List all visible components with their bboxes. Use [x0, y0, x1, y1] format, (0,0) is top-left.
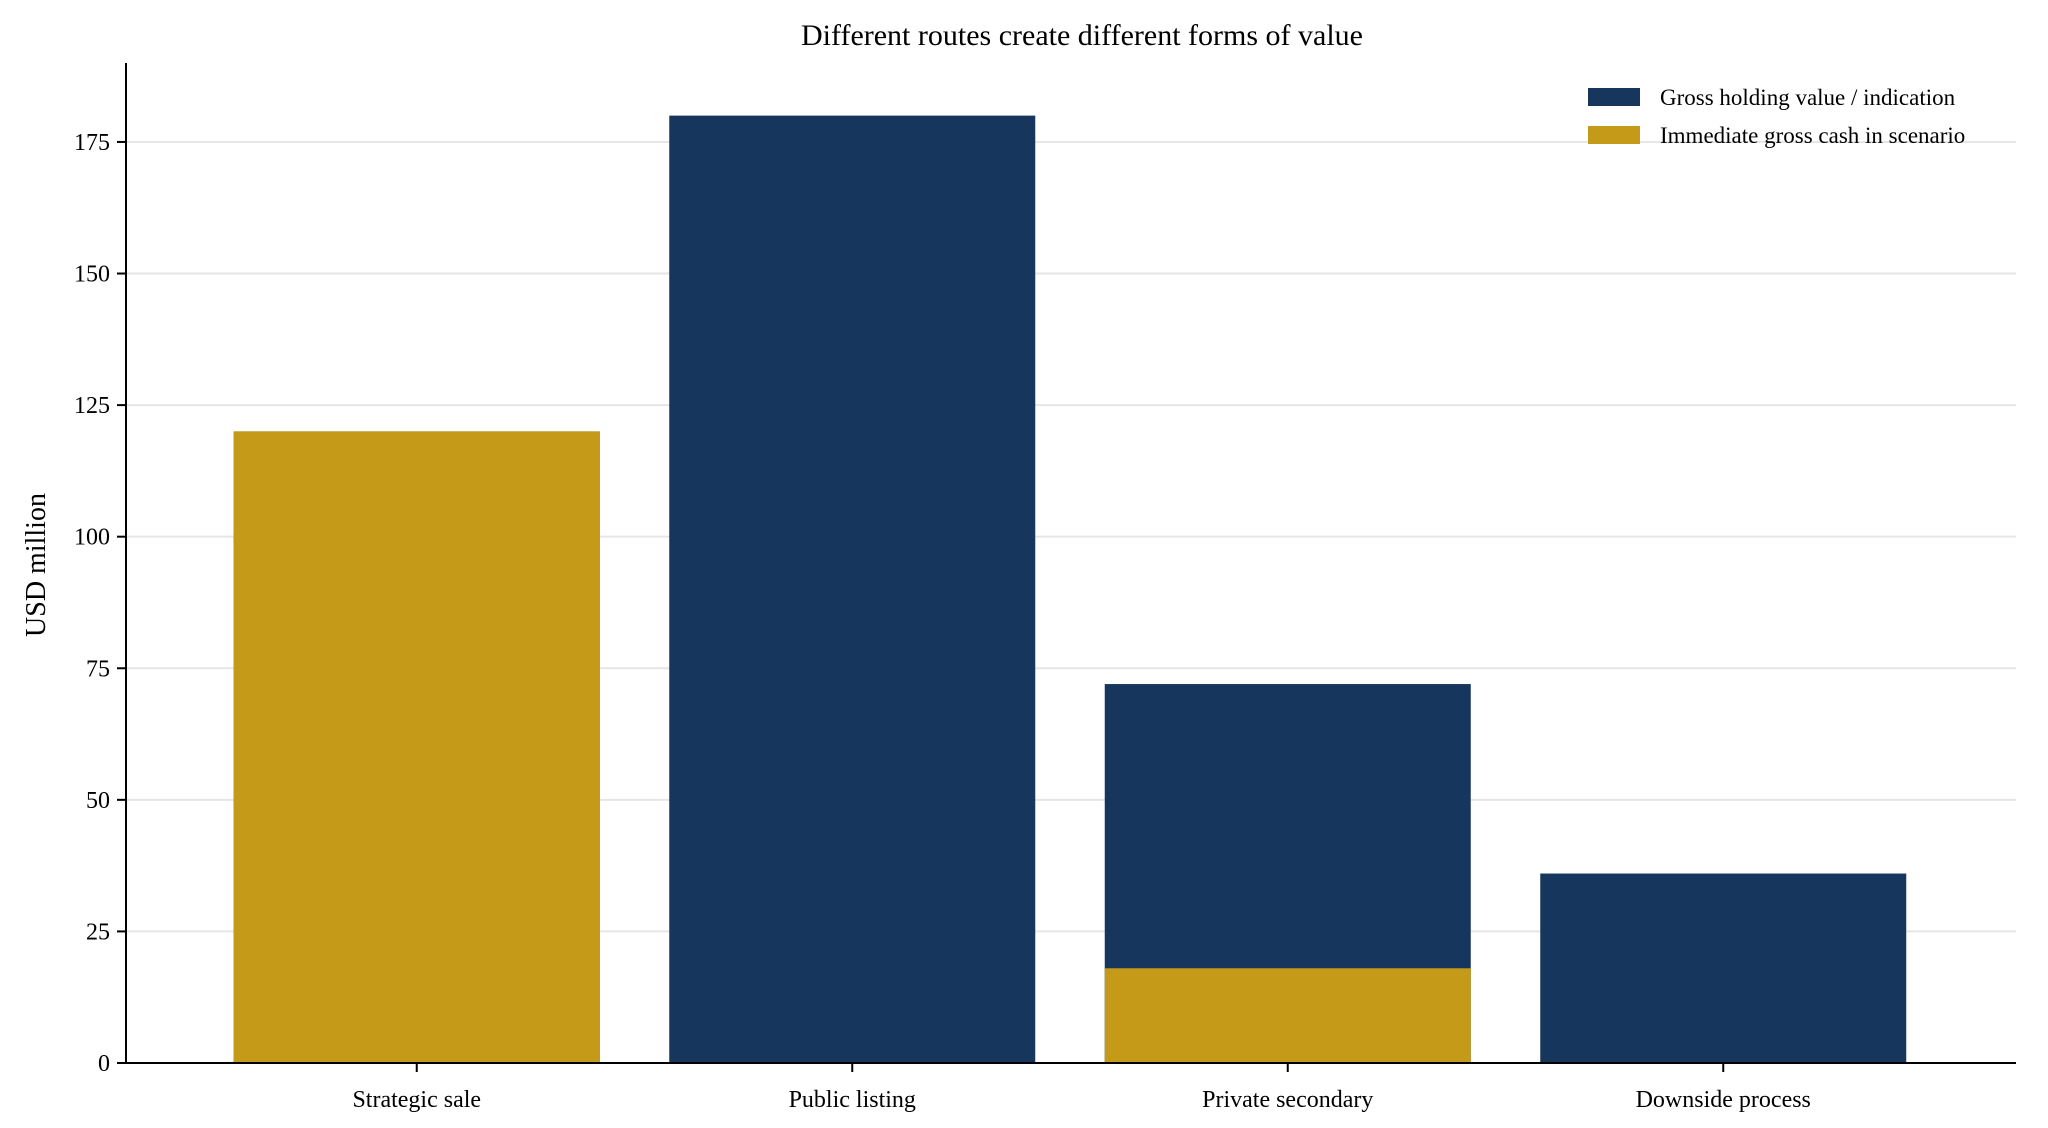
legend-label-holding-value: Gross holding value / indication: [1660, 85, 1956, 110]
bar-holding-value-3: [1540, 873, 1907, 1063]
x-tick-label: Private secondary: [1202, 1087, 1373, 1113]
y-tick-label: 0: [98, 1051, 110, 1077]
y-tick-label: 25: [86, 919, 110, 945]
y-axis-label: USD million: [21, 493, 52, 637]
y-tick-label: 125: [74, 393, 110, 419]
bars: [233, 115, 1907, 1064]
chart-title: Different routes create different forms …: [801, 19, 1363, 52]
axes: 0 25 50 75 100 125 150 175 Strategic sale Public …: [74, 63, 2016, 1113]
legend: Gross holding value / indication Immedia…: [1588, 85, 1965, 148]
legend-swatch-immediate-cash: [1588, 126, 1640, 144]
legend-label-immediate-cash: Immediate gross cash in scenario: [1660, 123, 1965, 148]
y-tick-label: 175: [74, 130, 110, 156]
x-tick-label: Downside process: [1636, 1087, 1811, 1113]
legend-swatch-holding-value: [1588, 88, 1640, 106]
y-tick-label: 50: [86, 788, 110, 814]
bar-holding-value-1: [669, 115, 1036, 1063]
bar-immediate-cash-2: [1104, 968, 1471, 1063]
x-tick-label: Public listing: [789, 1087, 916, 1113]
y-tick-label: 75: [86, 656, 110, 682]
bar-immediate-cash-0: [233, 431, 600, 1064]
y-tick-label: 150: [74, 262, 110, 288]
y-tick-label: 100: [74, 525, 110, 551]
x-tick-label: Strategic sale: [352, 1087, 481, 1113]
